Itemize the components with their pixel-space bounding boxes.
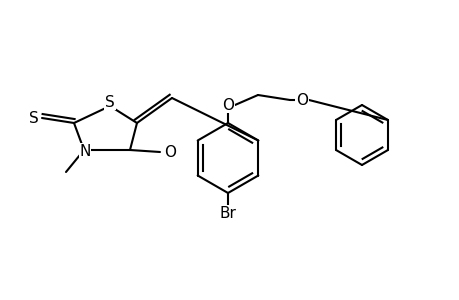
Text: Br: Br (219, 206, 236, 220)
Text: S: S (29, 110, 39, 125)
Text: S: S (105, 94, 115, 110)
Text: O: O (164, 145, 176, 160)
Text: O: O (222, 98, 234, 112)
Text: O: O (295, 92, 308, 107)
Text: N: N (79, 143, 90, 158)
